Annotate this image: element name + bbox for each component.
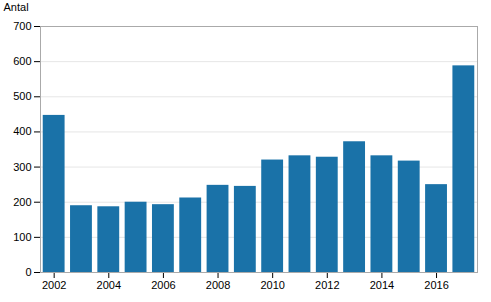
svg-text:200: 200 bbox=[13, 196, 31, 208]
svg-text:300: 300 bbox=[13, 161, 31, 173]
svg-text:Antal: Antal bbox=[4, 1, 29, 13]
svg-text:2006: 2006 bbox=[151, 279, 175, 291]
svg-text:600: 600 bbox=[13, 55, 31, 67]
svg-text:2012: 2012 bbox=[315, 279, 339, 291]
svg-text:2014: 2014 bbox=[370, 279, 394, 291]
svg-text:2010: 2010 bbox=[260, 279, 284, 291]
svg-text:2002: 2002 bbox=[42, 279, 66, 291]
svg-text:2016: 2016 bbox=[424, 279, 448, 291]
svg-text:100: 100 bbox=[13, 231, 31, 243]
svg-text:400: 400 bbox=[13, 125, 31, 137]
svg-text:500: 500 bbox=[13, 90, 31, 102]
svg-text:0: 0 bbox=[25, 266, 31, 278]
svg-text:700: 700 bbox=[13, 20, 31, 32]
svg-text:2008: 2008 bbox=[206, 279, 230, 291]
svg-text:2004: 2004 bbox=[97, 279, 121, 291]
